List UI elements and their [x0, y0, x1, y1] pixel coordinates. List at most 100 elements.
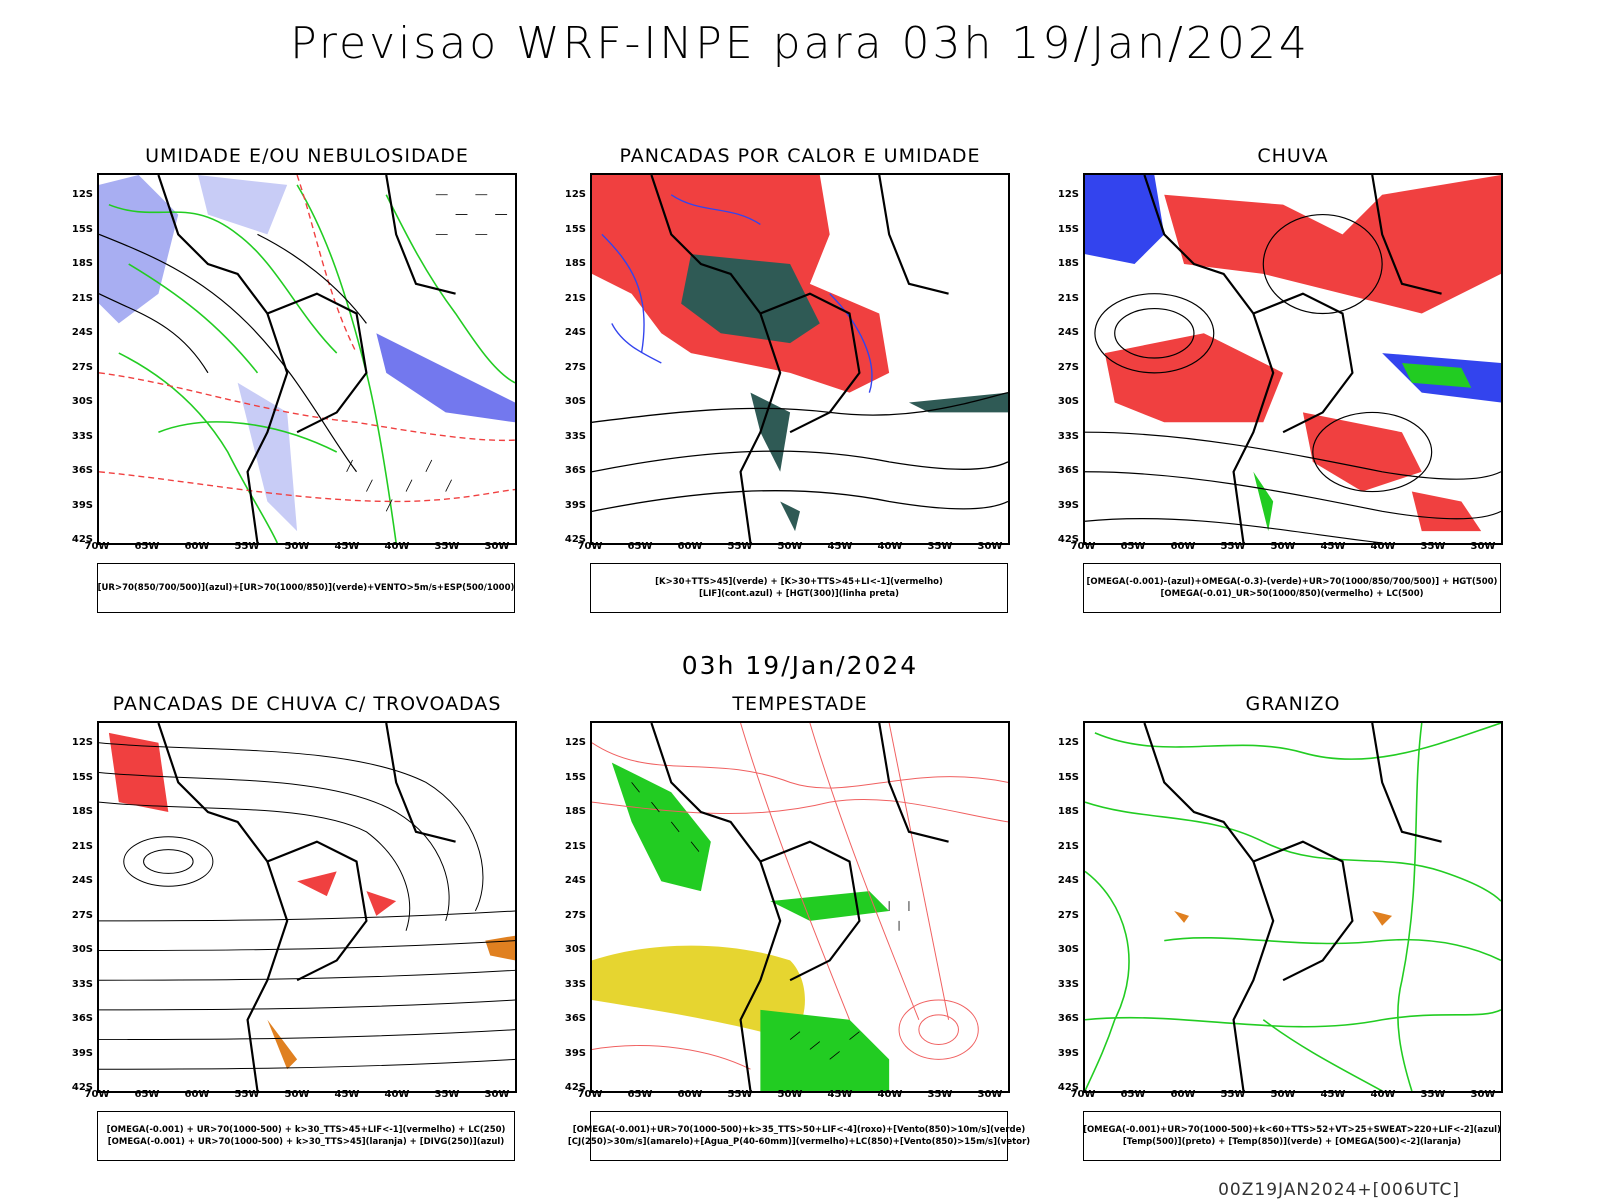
lon-tick-label: 35W — [927, 1089, 953, 1100]
lat-tick-label: 42S — [1057, 534, 1079, 545]
panel-umidade: UMIDADE E/OU NEBULOSIDADE — [72, 145, 517, 615]
lon-tick-label: 65W — [627, 1089, 653, 1100]
lat-tick-label: 18S — [564, 806, 586, 817]
lat-tick-label: 15S — [71, 223, 93, 235]
lon-tick-label: 55W — [727, 1089, 753, 1100]
lon-tick-label: 35W — [1420, 1089, 1446, 1100]
country-borders — [1143, 175, 1442, 543]
lon-tick-label: 65W — [134, 1089, 160, 1100]
lat-tick-label: 27S — [71, 361, 93, 373]
lat-tick-label: 27S — [564, 361, 586, 373]
lon-tick-label: 70W — [84, 541, 110, 552]
lat-tick-label: 21S — [1057, 292, 1079, 304]
lat-tick-label: 12S — [1057, 737, 1079, 748]
lon-tick-label: 70W — [1070, 1089, 1096, 1100]
lon-tick-label: 60W — [184, 541, 210, 552]
lon-tick-label: 70W — [84, 1089, 110, 1100]
lon-tick-label: 45W — [827, 541, 853, 552]
lat-tick-label: 33S — [71, 978, 93, 990]
lat-tick-label: 24S — [1057, 875, 1079, 886]
lat-tick-label: 27S — [71, 909, 93, 921]
lat-tick-label: 24S — [564, 875, 586, 886]
panel-legend: [K>30+TTS>45](verde) + [K>30+TTS>45+LI<-… — [590, 563, 1008, 613]
lat-tick-label: 36S — [1057, 1013, 1079, 1024]
lat-tick-label: 15S — [564, 771, 586, 783]
panel-chuva: CHUVA — [1058, 145, 1503, 615]
lat-tick-label: 36S — [71, 465, 93, 476]
panel-legend: [UR>70(850/700/500)](azul)+[UR>70(1000/8… — [97, 563, 515, 613]
lat-tick-label: 12S — [564, 189, 586, 200]
lat-tick-label: 21S — [71, 292, 93, 304]
lat-tick-label: 27S — [1057, 361, 1079, 373]
lat-tick-label: 24S — [71, 875, 93, 886]
lon-tick-label: 30W — [1470, 541, 1496, 552]
lon-tick-label: 40W — [1370, 1089, 1396, 1100]
lat-tick-label: 42S — [1057, 1082, 1079, 1093]
lat-tick-label: 39S — [71, 1047, 93, 1059]
lon-tick-label: 30W — [977, 541, 1003, 552]
legend-line: [OMEGA(-0.001) + UR>70(1000-500) + k>30_… — [107, 1137, 505, 1147]
lon-tick-label: 50W — [777, 1089, 803, 1100]
lon-tick-label: 50W — [284, 541, 310, 552]
lat-tick-label: 30S — [1057, 944, 1079, 955]
lat-tick-label: 27S — [564, 909, 586, 921]
map-chuva — [1083, 173, 1503, 545]
lat-tick-label: 39S — [564, 1047, 586, 1059]
map-pancadas-calor — [590, 173, 1010, 545]
map-granizo-svg — [1085, 723, 1501, 1091]
lon-tick-label: 70W — [577, 541, 603, 552]
lat-tick-label: 30S — [71, 944, 93, 955]
lat-tick-label: 42S — [564, 534, 586, 545]
lon-tick-label: 45W — [334, 1089, 360, 1100]
lat-tick-label: 27S — [1057, 909, 1079, 921]
lon-tick-label: 50W — [1270, 1089, 1296, 1100]
lon-tick-label: 35W — [1420, 541, 1446, 552]
lon-tick-label: 60W — [677, 541, 703, 552]
lon-tick-label: 45W — [827, 1089, 853, 1100]
panel-pancadas-calor: PANCADAS POR CALOR E UMIDADE — [565, 145, 1010, 615]
lon-tick-label: 30W — [484, 541, 510, 552]
lat-tick-label: 30S — [564, 396, 586, 407]
lat-tick-label: 21S — [564, 292, 586, 304]
lon-tick-label: 60W — [1170, 1089, 1196, 1100]
legend-line: [K>30+TTS>45](verde) + [K>30+TTS>45+LI<-… — [655, 577, 943, 587]
lon-tick-label: 60W — [1170, 541, 1196, 552]
main-title: Previsao WRF-INPE para 03h 19/Jan/2024 — [290, 18, 1310, 69]
lon-tick-label: 65W — [134, 541, 160, 552]
lon-tick-label: 55W — [727, 541, 753, 552]
lat-tick-label: 42S — [71, 534, 93, 545]
panel-legend: [OMEGA(-0.001)-(azul)+OMEGA(-0.3)-(verde… — [1083, 563, 1501, 613]
lat-tick-label: 24S — [71, 327, 93, 338]
panel-title: UMIDADE E/OU NEBULOSIDADE — [145, 145, 469, 167]
map-tempestade-svg — [592, 723, 1008, 1091]
legend-line: [LIF](cont.azul) + [HGT(300)](linha pret… — [698, 589, 900, 599]
lat-tick-label: 12S — [1057, 189, 1079, 200]
lat-tick-label: 12S — [71, 737, 93, 748]
lon-tick-label: 70W — [1070, 541, 1096, 552]
lat-tick-label: 42S — [564, 1082, 586, 1093]
lat-tick-label: 18S — [564, 258, 586, 269]
lat-tick-label: 36S — [564, 465, 586, 476]
lat-tick-label: 36S — [71, 1013, 93, 1024]
lon-tick-label: 30W — [977, 1089, 1003, 1100]
lon-tick-label: 65W — [1120, 541, 1146, 552]
lon-tick-label: 45W — [334, 541, 360, 552]
lat-tick-label: 18S — [71, 258, 93, 269]
lat-tick-label: 15S — [1057, 223, 1079, 235]
lat-tick-label: 33S — [1057, 978, 1079, 990]
lat-tick-label: 33S — [564, 430, 586, 442]
lon-tick-label: 50W — [777, 541, 803, 552]
panel-title: PANCADAS DE CHUVA C/ TROVOADAS — [112, 693, 502, 715]
lat-tick-label: 18S — [1057, 258, 1079, 269]
lat-tick-label: 36S — [564, 1013, 586, 1024]
legend-line: [OMEGA(-0.001) + UR>70(1000-500) + k>30_… — [106, 1125, 506, 1135]
map-granizo — [1083, 721, 1503, 1093]
panel-trovoadas: PANCADAS DE CHUVA C/ TROVOADAS — [72, 693, 517, 1163]
lon-tick-label: 65W — [1120, 1089, 1146, 1100]
lat-tick-label: 30S — [564, 944, 586, 955]
map-umidade-svg — [99, 175, 515, 543]
lat-tick-label: 18S — [1057, 806, 1079, 817]
lat-tick-label: 30S — [71, 396, 93, 407]
legend-line: [OMEGA(-0.01)_UR>50(1000/850)(vermelho) … — [1160, 589, 1424, 599]
lon-tick-label: 35W — [434, 541, 460, 552]
